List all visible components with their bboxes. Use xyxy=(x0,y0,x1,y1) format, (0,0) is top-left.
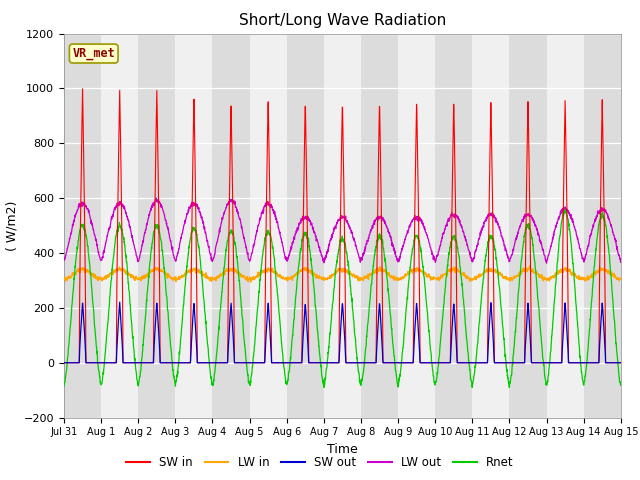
Bar xyxy=(324,34,361,418)
Bar xyxy=(547,34,584,418)
Bar xyxy=(138,34,175,418)
Bar xyxy=(509,34,547,418)
Bar xyxy=(361,34,398,418)
Bar xyxy=(250,34,287,418)
Bar xyxy=(398,34,435,418)
Y-axis label: ( W/m2): ( W/m2) xyxy=(5,201,18,251)
Text: VR_met: VR_met xyxy=(72,47,115,60)
Bar xyxy=(472,34,509,418)
Bar xyxy=(584,34,621,418)
Bar xyxy=(101,34,138,418)
Bar xyxy=(64,34,101,418)
Legend: SW in, LW in, SW out, LW out, Rnet: SW in, LW in, SW out, LW out, Rnet xyxy=(122,452,518,474)
Bar xyxy=(435,34,472,418)
X-axis label: Time: Time xyxy=(327,443,358,456)
Bar xyxy=(175,34,212,418)
Bar xyxy=(212,34,250,418)
Bar xyxy=(621,34,640,418)
Bar xyxy=(287,34,324,418)
Title: Short/Long Wave Radiation: Short/Long Wave Radiation xyxy=(239,13,446,28)
